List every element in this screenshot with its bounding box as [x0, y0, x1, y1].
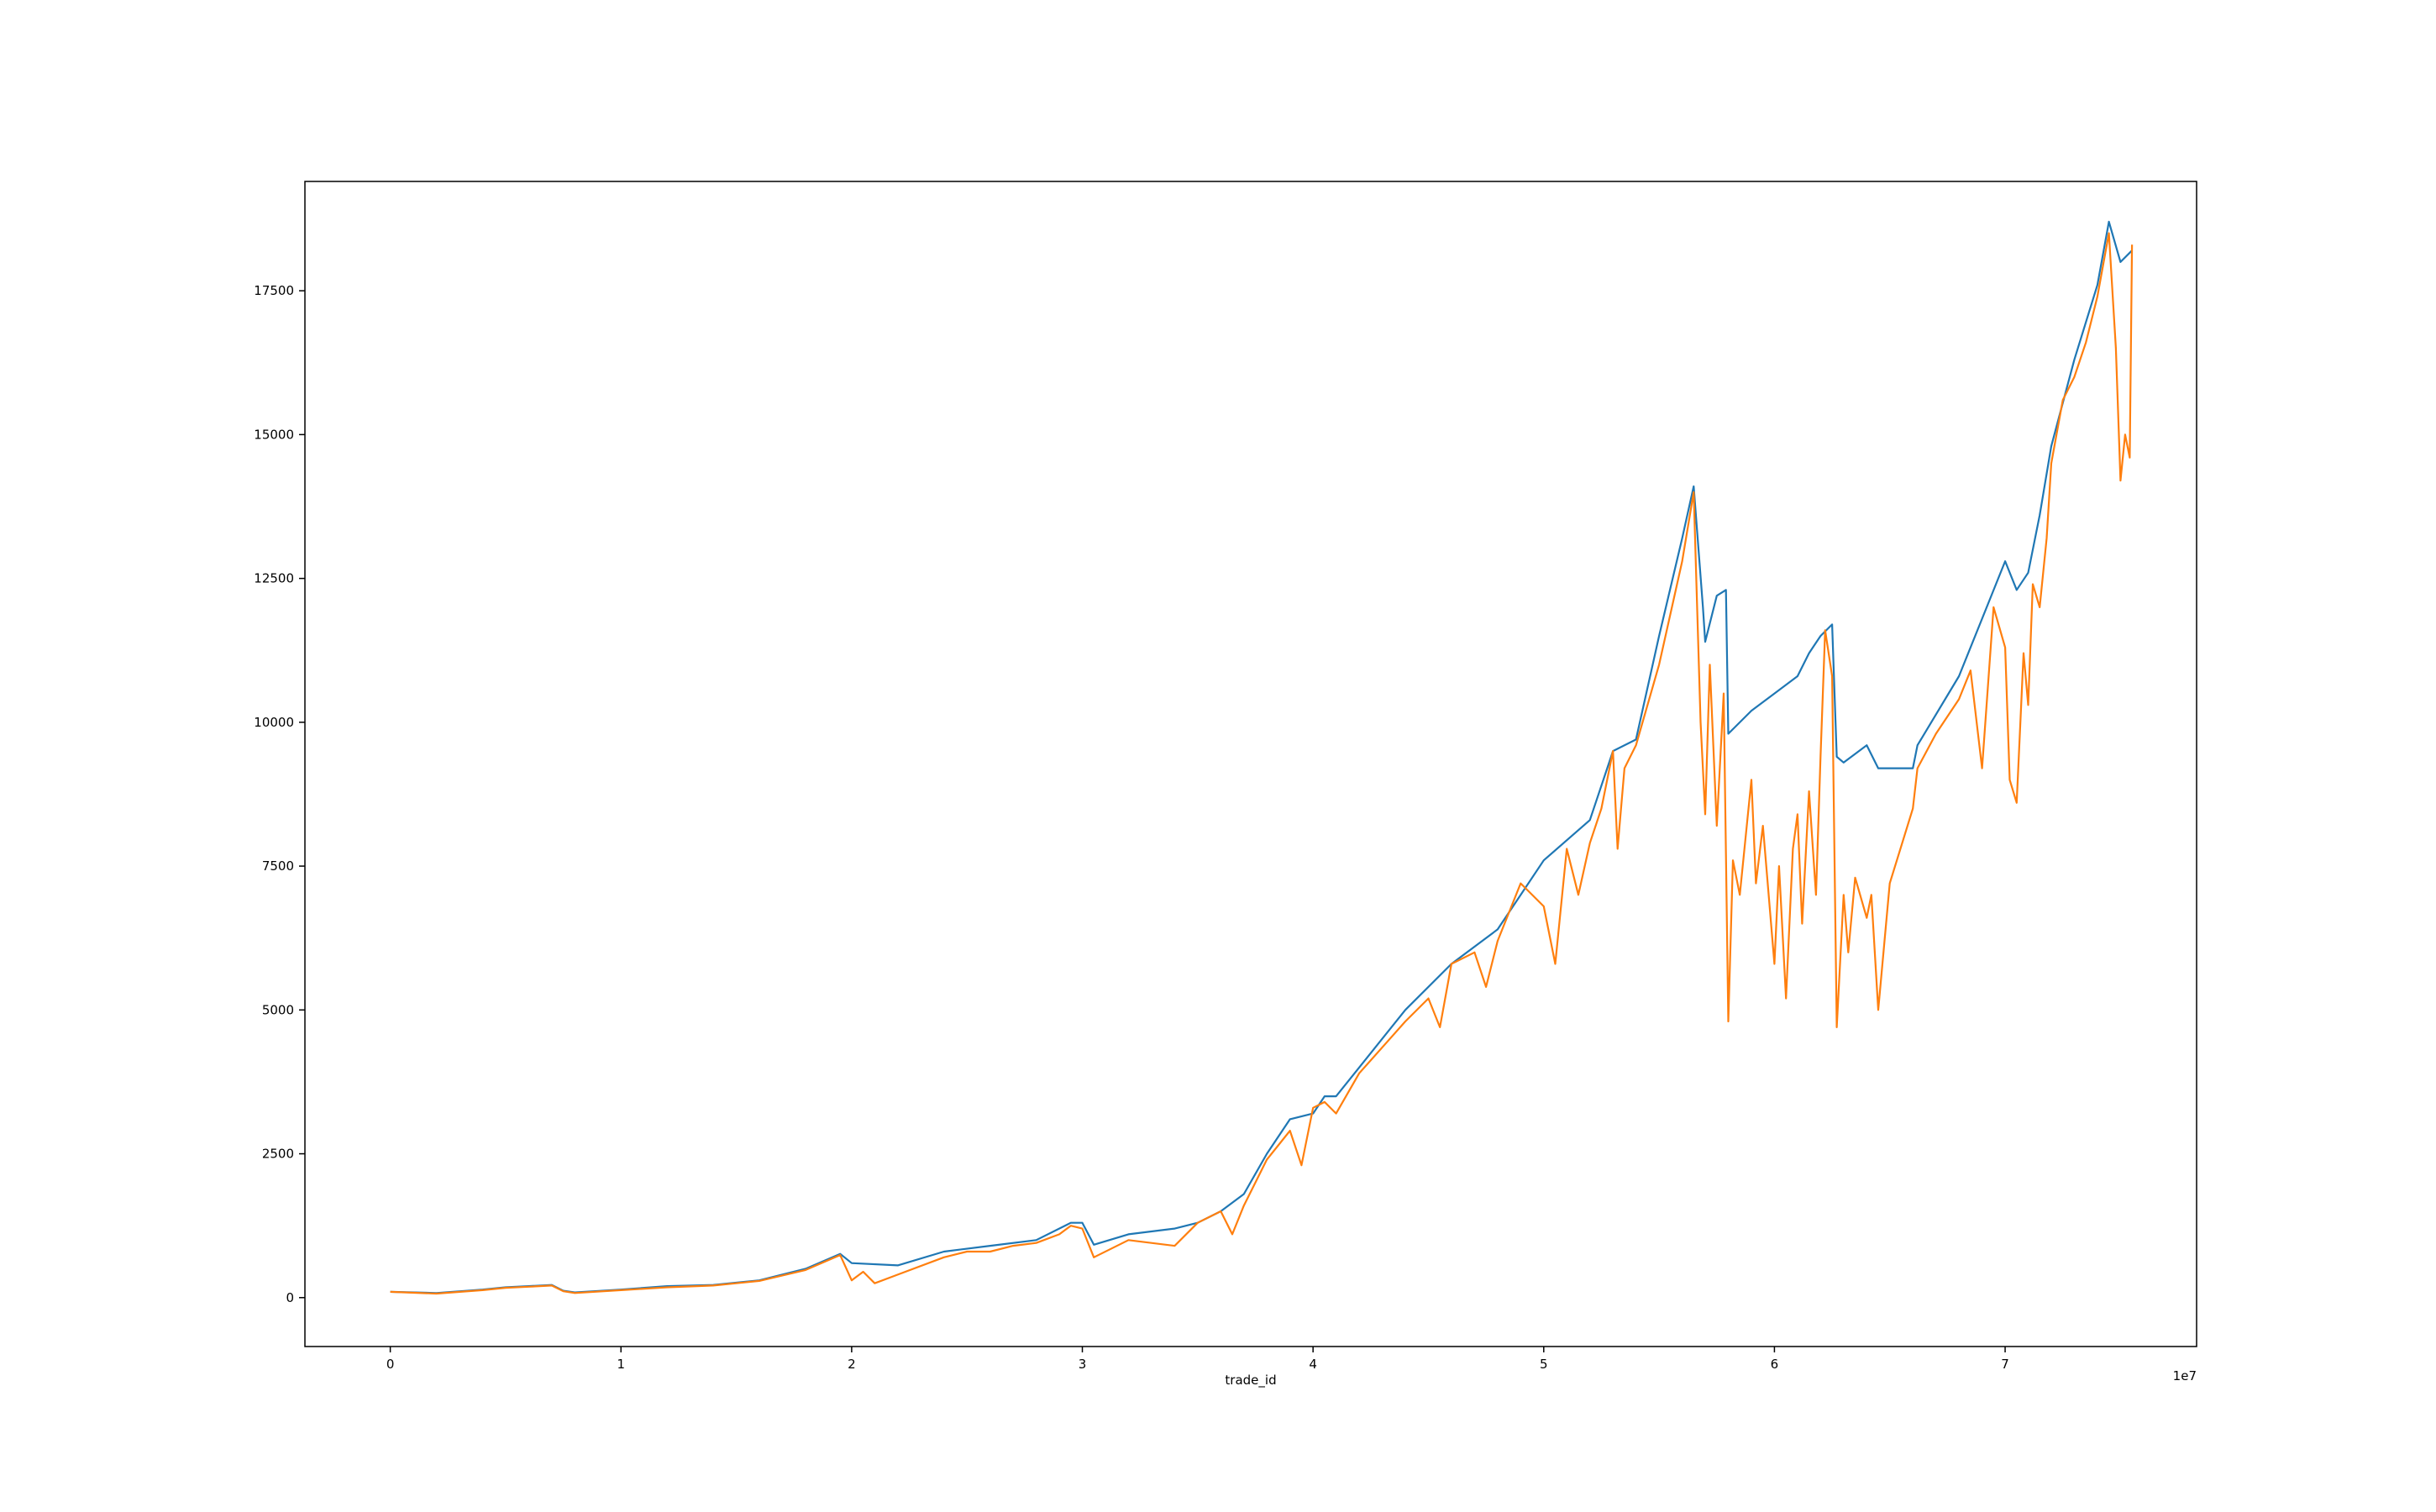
series-line-2 [390, 232, 2134, 1295]
y-tick-label: 0 [286, 1290, 294, 1305]
y-tick-label: 10000 [254, 715, 294, 730]
x-axis-offset-label: 1e7 [2173, 1368, 2197, 1383]
x-axis: 0 1 2 3 4 5 6 7 [386, 1347, 2009, 1372]
y-tick-label: 2500 [262, 1147, 294, 1162]
y-tick-label: 15000 [254, 427, 294, 442]
y-tick-label: 17500 [254, 283, 294, 298]
x-tick-label: 6 [1771, 1357, 1779, 1372]
x-tick-label: 1 [617, 1357, 625, 1372]
x-tick-label: 4 [1309, 1357, 1317, 1372]
series-line-1 [390, 220, 2133, 1294]
x-axis-label: trade_id [1225, 1373, 1276, 1389]
x-tick-label: 2 [848, 1357, 856, 1372]
x-tick-label: 5 [1540, 1357, 1548, 1372]
series-layer [390, 220, 2134, 1295]
x-tick-label: 7 [2001, 1357, 2009, 1372]
x-tick-label: 3 [1079, 1357, 1087, 1372]
plot-frame [304, 181, 2197, 1347]
y-tick-label: 12500 [254, 571, 294, 586]
y-axis: 0 2500 5000 7500 10000 12500 15000 17500 [254, 283, 305, 1305]
y-tick-label: 5000 [262, 1002, 294, 1017]
x-tick-label: 0 [386, 1357, 395, 1372]
y-tick-label: 7500 [262, 858, 294, 874]
